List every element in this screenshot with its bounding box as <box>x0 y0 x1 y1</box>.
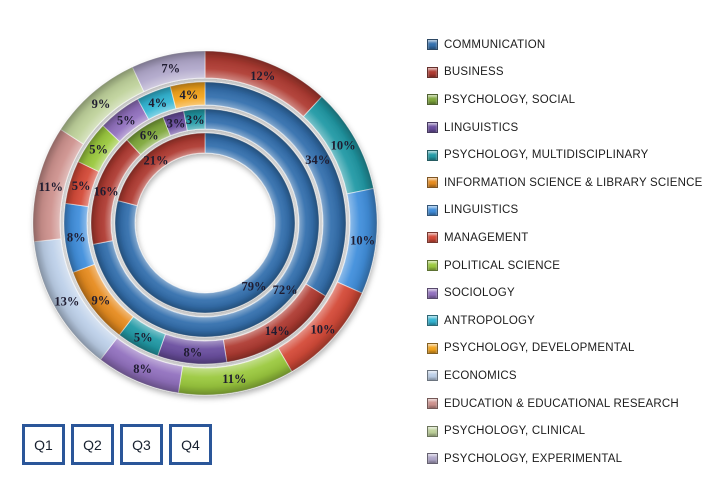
segment-value-label: 79% <box>242 280 267 294</box>
quartile-box-label: Q2 <box>83 436 102 453</box>
segment-value-label: 8% <box>67 231 86 245</box>
legend-item-psychology-multidisciplinary: PSYCHOLOGY, MULTIDISCIPLINARY <box>427 141 703 169</box>
legend-item-political-science: POLITICAL SCIENCE <box>427 252 703 280</box>
legend-swatch-icon <box>427 204 438 216</box>
quartile-box-label: Q1 <box>34 436 53 453</box>
legend-item-label: LINGUISTICS <box>444 204 519 217</box>
legend-swatch-icon <box>427 260 438 272</box>
legend-swatch-icon <box>427 66 438 78</box>
legend-item-label: ANTROPOLOGY <box>444 314 536 327</box>
legend-swatch-icon <box>427 398 438 410</box>
segment-value-label: 6% <box>140 129 159 143</box>
legend-item-management: MANAGEMENT <box>427 224 703 252</box>
segment-value-label: 8% <box>133 362 152 376</box>
legend-item-psychology-experimental: PSYCHOLOGY, EXPERIMENTAL <box>427 445 703 473</box>
segment-value-label: 34% <box>305 153 330 167</box>
legend-item-antropology: ANTROPOLOGY <box>427 307 703 335</box>
legend-item-linguistics: LINGUISTICS <box>427 197 703 225</box>
segment-value-label: 8% <box>184 345 203 359</box>
quartile-key: Q1 Q2 Q3 Q4 <box>22 424 218 465</box>
segment-value-label: 3% <box>167 117 186 131</box>
segment-value-label: 10% <box>331 139 356 153</box>
legend-swatch-icon <box>427 232 438 244</box>
legend-item-label: MANAGEMENT <box>444 231 529 244</box>
segment-value-label: 14% <box>265 324 290 338</box>
segment-value-label: 7% <box>161 62 180 76</box>
segment-value-label: 4% <box>148 96 167 110</box>
segment-value-label: 4% <box>180 88 199 102</box>
chart-legend: COMMUNICATION BUSINESS PSYCHOLOGY, SOCIA… <box>427 31 703 473</box>
segment-value-label: 72% <box>273 283 298 297</box>
segment-value-label: 12% <box>250 69 275 83</box>
legend-item-business: BUSINESS <box>427 59 703 87</box>
legend-swatch-icon <box>427 39 438 51</box>
quartile-box-q2: Q2 <box>71 424 114 465</box>
legend-item-psychology-social: PSYCHOLOGY, SOCIAL <box>427 86 703 114</box>
legend-swatch-icon <box>427 315 438 327</box>
segment-value-label: 16% <box>94 184 119 198</box>
quartile-box-q4: Q4 <box>169 424 212 465</box>
segment-value-label: 3% <box>186 113 205 127</box>
legend-item-information-science-library-science: INFORMATION SCIENCE & LIBRARY SCIENCE <box>427 169 703 197</box>
legend-swatch-icon <box>427 94 438 106</box>
legend-swatch-icon <box>427 122 438 134</box>
quartile-box-q3: Q3 <box>120 424 163 465</box>
quartile-box-q1: Q1 <box>22 424 65 465</box>
legend-item-label: POLITICAL SCIENCE <box>444 259 561 272</box>
segment-value-label: 13% <box>54 294 79 308</box>
legend-item-education-educational-research: EDUCATION & EDUCATIONAL RESEARCH <box>427 390 703 418</box>
legend-item-label: ECONOMICS <box>444 369 517 382</box>
legend-item-label: LINGUISTICS <box>444 121 519 134</box>
legend-item-label: PSYCHOLOGY, EXPERIMENTAL <box>444 452 623 465</box>
legend-item-label: PSYCHOLOGY, MULTIDISCIPLINARY <box>444 149 649 162</box>
legend-item-label: SOCIOLOGY <box>444 287 515 300</box>
segment-value-label: 5% <box>134 330 153 344</box>
segment-value-label: 5% <box>72 179 91 193</box>
segment-value-label: 9% <box>92 294 111 308</box>
segment-value-label: 5% <box>117 114 136 128</box>
segment-value-label: 11% <box>222 372 246 386</box>
segment-value-label: 10% <box>311 322 336 336</box>
legend-item-label: INFORMATION SCIENCE & LIBRARY SCIENCE <box>444 176 703 189</box>
legend-swatch-icon <box>427 453 438 465</box>
segment-value-label: 5% <box>89 143 108 157</box>
quartile-box-label: Q3 <box>132 436 151 453</box>
segment-value-label: 21% <box>144 153 169 167</box>
legend-item-label: PSYCHOLOGY, CLINICAL <box>444 425 586 438</box>
legend-swatch-icon <box>427 342 438 354</box>
legend-item-label: PSYCHOLOGY, SOCIAL <box>444 93 576 106</box>
legend-item-label: EDUCATION & EDUCATIONAL RESEARCH <box>444 397 679 410</box>
legend-swatch-icon <box>427 370 438 382</box>
legend-item-label: PSYCHOLOGY, DEVELOPMENTAL <box>444 342 635 355</box>
legend-swatch-icon <box>427 149 438 161</box>
legend-item-sociology: SOCIOLOGY <box>427 279 703 307</box>
legend-item-label: BUSINESS <box>444 66 504 79</box>
segment-value-label: 10% <box>350 234 375 248</box>
quartile-box-label: Q4 <box>181 436 200 453</box>
legend-item-linguistics: LINGUISTICS <box>427 114 703 142</box>
legend-item-label: COMMUNICATION <box>444 38 546 51</box>
segment-value-label: 11% <box>39 180 63 194</box>
legend-item-economics: ECONOMICS <box>427 362 703 390</box>
segment-value-label: 9% <box>92 97 111 111</box>
legend-item-communication: COMMUNICATION <box>427 31 703 59</box>
legend-swatch-icon <box>427 177 438 189</box>
legend-item-psychology-clinical: PSYCHOLOGY, CLINICAL <box>427 417 703 445</box>
legend-item-psychology-developmental: PSYCHOLOGY, DEVELOPMENTAL <box>427 335 703 363</box>
legend-swatch-icon <box>427 287 438 299</box>
legend-swatch-icon <box>427 425 438 437</box>
